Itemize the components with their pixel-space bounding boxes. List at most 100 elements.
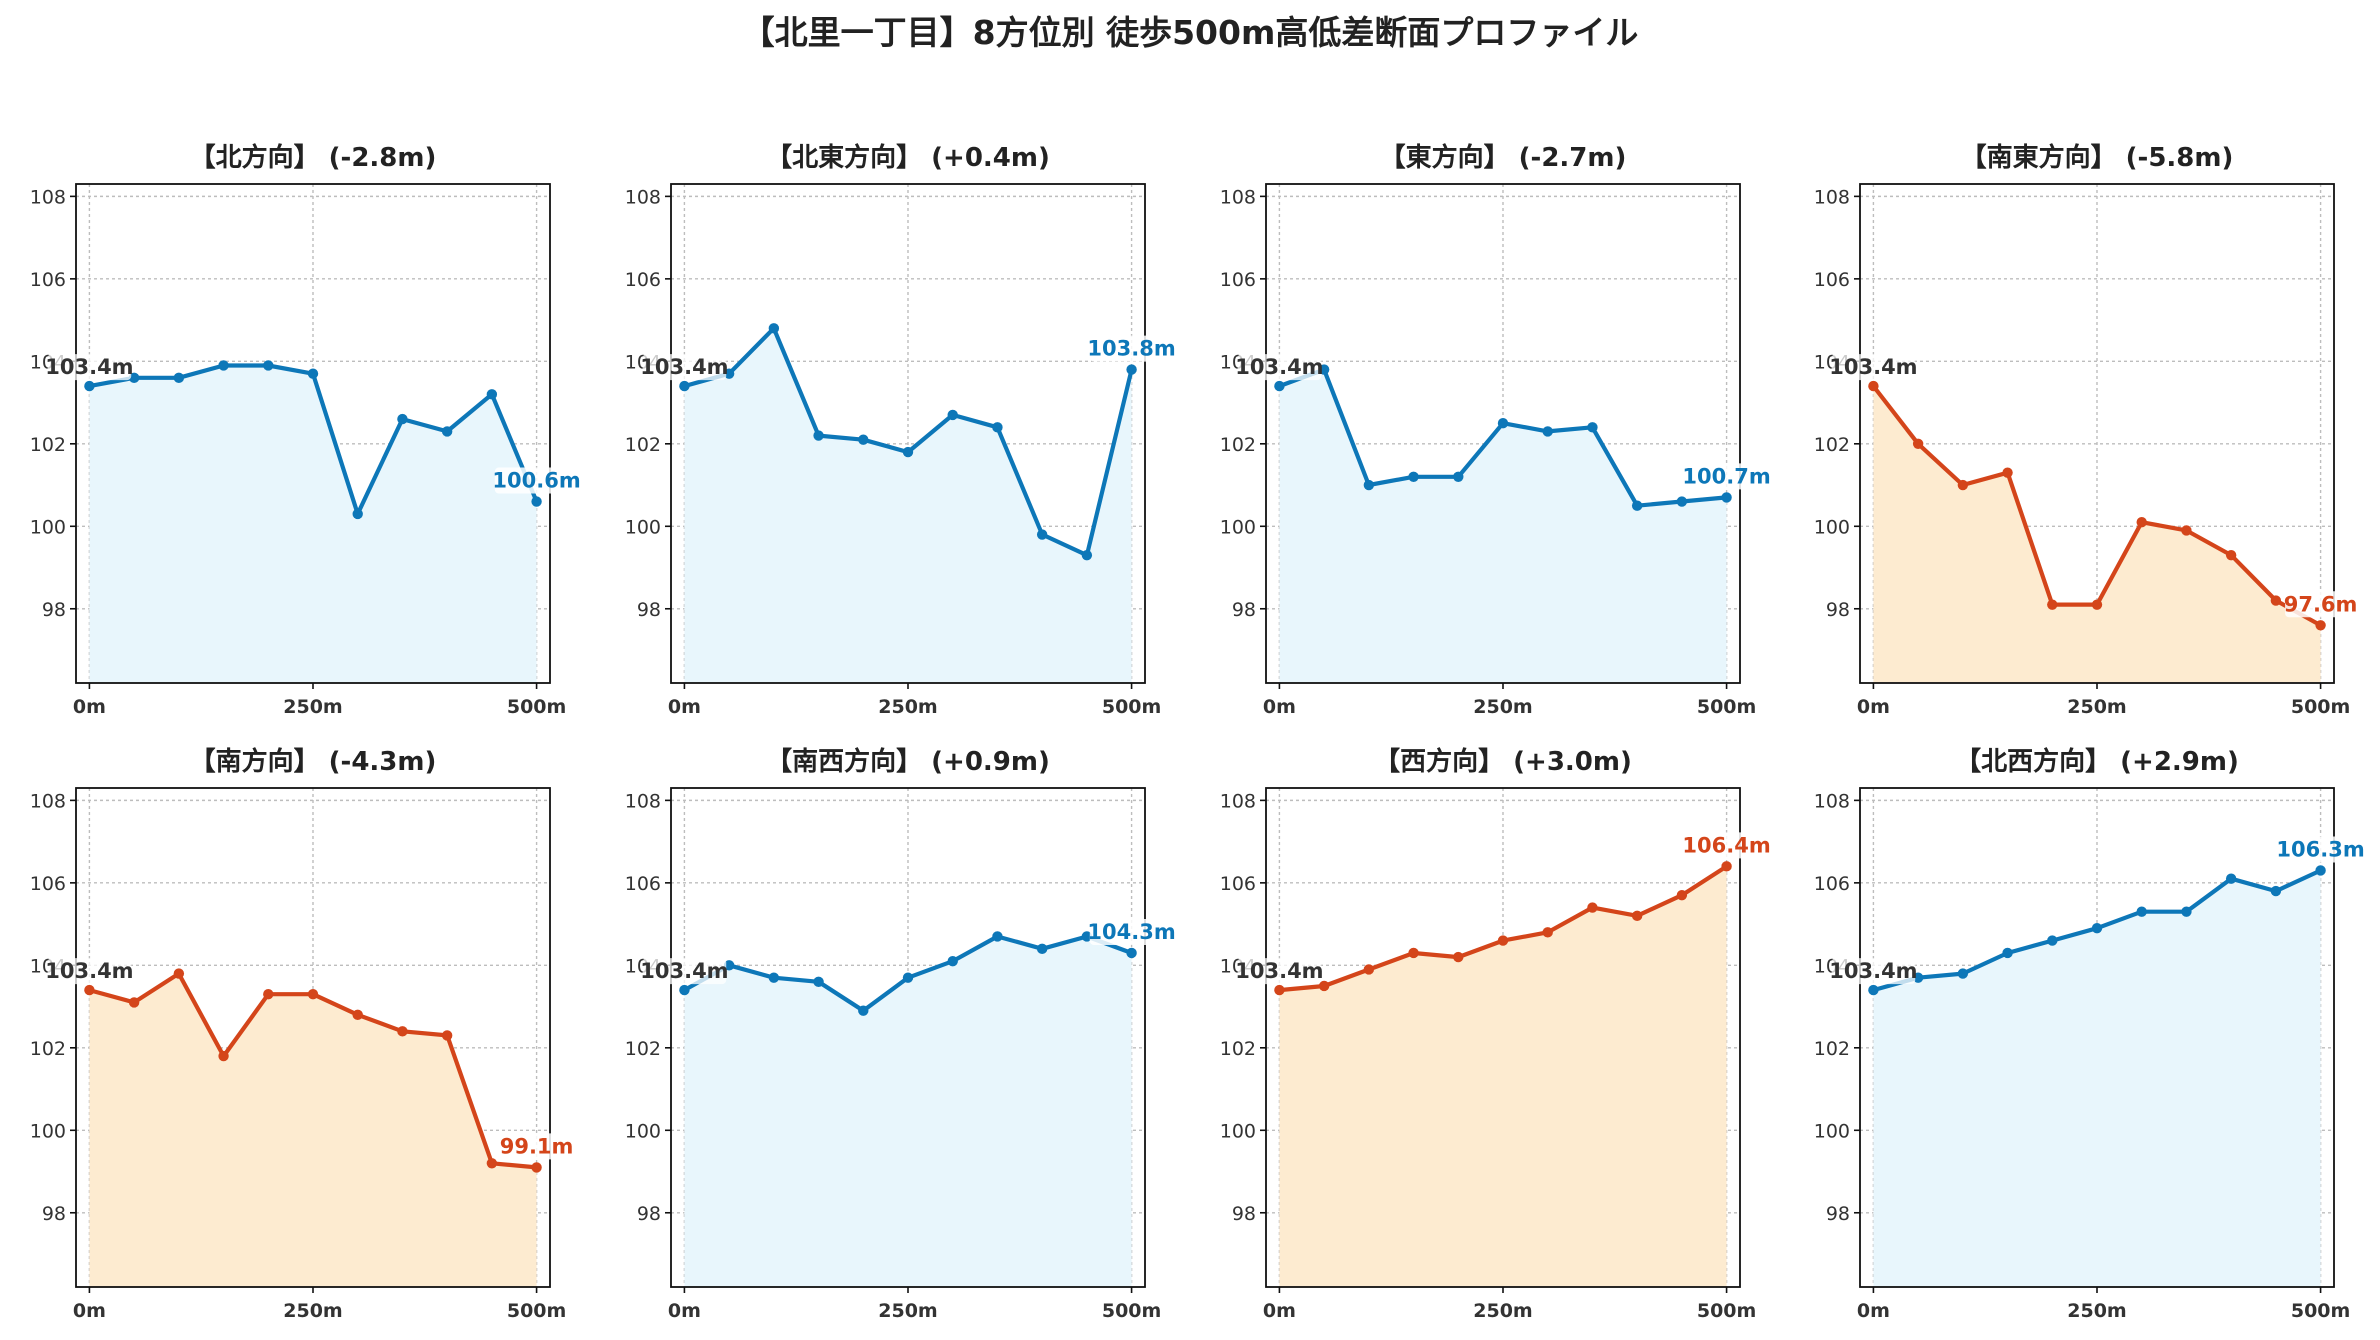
x-tick-label: 500m [2291,1300,2350,1322]
y-tick-label: 100 [625,1120,661,1142]
y-tick-label: 108 [625,790,661,812]
data-point [1081,931,1093,942]
start-label-box [642,354,727,381]
data-point [1912,438,1924,450]
data-point [128,372,140,384]
y-tick-label: 106 [1814,873,1850,895]
y-tick-label: 108 [625,186,661,208]
panel-title: 【南西方向】 (+0.9m) [766,746,1050,777]
data-point [768,972,780,983]
data-point [2181,906,2192,917]
y-tick-label: 98 [1826,1203,1850,1225]
x-tick-label: 0m [1263,1300,1296,1322]
panel-7: 【北西方向】 (+2.9m)981001021041061080m250m500… [1814,746,2365,1322]
y-tick-label: 100 [1220,516,1256,538]
data-point [307,368,319,379]
y-tick-label: 102 [1220,1038,1256,1060]
start-label-box [642,958,727,985]
data-point [992,931,1003,942]
data-point [397,1026,408,1037]
data-point [1721,492,1732,503]
panel-2: 【東方向】 (-2.7m)981001021041061080m250m500m… [1220,142,1771,718]
data-point [679,984,690,996]
x-tick-label: 500m [1102,696,1161,718]
data-point [2002,947,2013,959]
panel-title: 【南方向】 (-4.3m) [190,746,437,777]
x-tick-label: 500m [1102,1300,1161,1322]
data-point [1081,549,1093,561]
x-tick-label: 500m [2291,696,2350,718]
data-point [902,972,914,983]
x-tick-label: 250m [1473,1300,1532,1322]
panel-title: 【北方向】 (-2.8m) [190,142,437,173]
data-point [2047,935,2058,946]
x-tick-label: 250m [2067,1300,2126,1322]
data-point [263,988,274,1000]
end-elevation-label: 103.8m [1087,337,1175,361]
end-elevation-label: 100.6m [492,469,580,493]
data-point [1408,471,1419,483]
data-point [2136,906,2147,917]
x-tick-label: 500m [1697,1300,1756,1322]
end-elevation-label: 100.7m [1682,464,1770,488]
end-elevation-label: 99.1m [500,1134,574,1158]
end-label-box [2278,836,2363,863]
y-tick-label: 108 [1814,790,1850,812]
panel-1: 【北東方向】 (+0.4m)981001021041061080m250m500… [625,142,1176,718]
data-point [531,496,542,507]
data-point [218,360,229,371]
panel-grid: 【北方向】 (-2.8m)981001021041061080m250m500m… [30,142,2365,1322]
data-point [1453,951,1464,963]
data-point [1912,972,1924,983]
start-elevation-label: 103.4m [45,355,133,379]
data-point [2181,525,2192,536]
data-point [2270,595,2282,606]
start-label-box [47,958,132,985]
data-point [2270,885,2282,897]
data-point [397,413,408,425]
y-tick-label: 106 [625,269,661,291]
data-point [84,984,95,996]
data-point [679,380,690,392]
area-fill [89,973,537,1287]
end-label-box [501,1133,573,1160]
x-tick-label: 0m [1857,696,1890,718]
y-tick-label: 106 [1220,269,1256,291]
data-point [1721,861,1732,872]
data-point [2315,620,2326,631]
start-elevation-label: 103.4m [45,959,133,983]
y-tick-label: 100 [625,516,661,538]
data-point [2002,467,2013,478]
area-fill [89,365,537,683]
x-tick-label: 250m [283,1300,342,1322]
panel-4: 【南方向】 (-4.3m)981001021041061080m250m500m… [30,746,574,1322]
data-point [1126,947,1137,959]
data-point [128,997,140,1008]
data-point [902,446,914,458]
y-tick-label: 106 [30,873,66,895]
data-point [1957,479,1969,491]
data-point [441,426,453,437]
panel-6: 【西方向】 (+3.0m)981001021041061080m250m500m… [1220,746,1771,1322]
data-point [1957,968,1969,979]
area-fill [684,936,1132,1287]
end-elevation-label: 106.3m [2276,837,2364,861]
data-point [1126,364,1137,375]
end-label-box [1684,463,1769,490]
x-tick-label: 250m [283,696,342,718]
data-point [992,422,1003,433]
data-point [813,430,824,441]
y-tick-label: 98 [42,1203,66,1225]
start-elevation-label: 103.4m [640,959,728,983]
y-tick-label: 100 [1220,1120,1256,1142]
y-tick-label: 102 [625,1038,661,1060]
start-label-box [1237,958,1322,985]
data-point [1036,943,1048,955]
start-elevation-label: 103.4m [1235,355,1323,379]
y-tick-label: 102 [625,434,661,456]
end-elevation-label: 104.3m [1087,920,1175,944]
y-tick-label: 106 [30,269,66,291]
data-point [486,389,498,400]
y-tick-label: 102 [1814,1038,1850,1060]
